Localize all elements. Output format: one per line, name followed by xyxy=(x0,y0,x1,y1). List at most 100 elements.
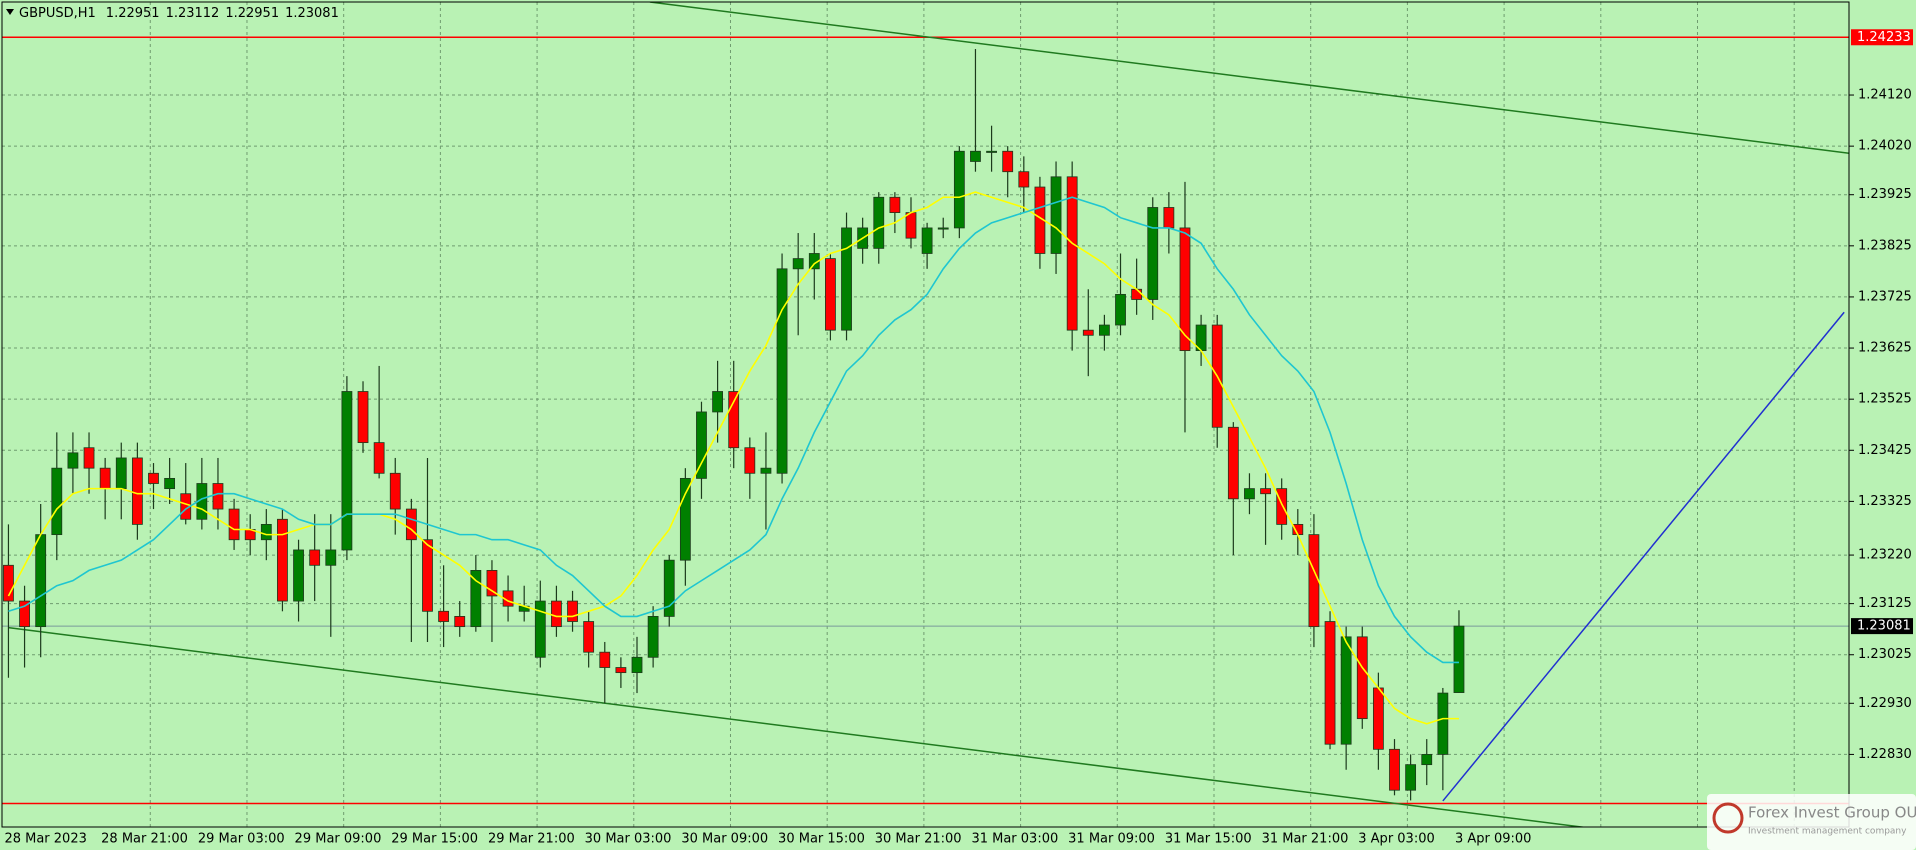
x-tick-label: 31 Mar 09:00 xyxy=(1068,832,1155,847)
indicator-line xyxy=(8,196,1459,664)
logo-tagline: Investment management company xyxy=(1748,827,1907,837)
y-tick-label: 1.23725 xyxy=(1858,289,1912,304)
candle-body xyxy=(277,518,288,602)
candle-body xyxy=(164,477,176,490)
candle-body xyxy=(712,391,723,413)
candle-body xyxy=(1098,324,1110,336)
candle-body xyxy=(293,549,304,602)
candle-body xyxy=(454,616,466,628)
trend-line xyxy=(8,626,1588,827)
candle-body xyxy=(51,467,63,536)
logo-icon xyxy=(1712,802,1744,834)
x-tick-label: 29 Mar 15:00 xyxy=(391,832,478,847)
candle-body xyxy=(615,667,627,674)
candle-body xyxy=(212,483,224,510)
candle-body xyxy=(760,467,772,474)
candle-body xyxy=(1421,754,1433,766)
low-value: 1.22951 xyxy=(225,6,279,21)
candle-body xyxy=(1115,293,1126,326)
candle-body xyxy=(937,227,949,230)
candle-body xyxy=(696,411,707,479)
x-tick-label: 29 Mar 09:00 xyxy=(295,832,382,847)
y-tick-label: 1.23925 xyxy=(1858,187,1912,202)
candle-body xyxy=(1163,207,1175,229)
candle-body xyxy=(1356,636,1368,720)
candle-body xyxy=(825,258,836,331)
candle-body xyxy=(905,212,917,239)
logo-box xyxy=(1707,794,1916,850)
candle-body xyxy=(889,196,901,213)
candle-body xyxy=(1227,426,1239,500)
y-tick-label: 1.23325 xyxy=(1858,494,1912,509)
candle-body xyxy=(1066,176,1078,331)
candle-body xyxy=(1147,207,1159,300)
candle-body xyxy=(99,467,111,490)
candle-body xyxy=(599,651,611,668)
y-tick-label: 1.23525 xyxy=(1858,392,1912,407)
candle-body xyxy=(744,447,756,474)
candle-body xyxy=(679,477,691,561)
candle-body xyxy=(1179,227,1191,352)
candle-body xyxy=(1405,764,1417,791)
candle-body xyxy=(83,447,95,469)
candle-body xyxy=(309,549,321,566)
y-tick-label: 1.24120 xyxy=(1858,88,1912,103)
open-value: 1.22951 xyxy=(106,6,160,21)
x-tick-label: 31 Mar 21:00 xyxy=(1262,832,1349,847)
candle-body xyxy=(1244,488,1255,500)
y-tick-label: 1.23625 xyxy=(1858,341,1912,356)
candle-body xyxy=(921,227,933,254)
candle-body xyxy=(1276,488,1288,525)
axes: 1.24120 1.24020 1.23925 1.23825 1.23725 1.236… xyxy=(4,29,1913,847)
candle-body xyxy=(1340,636,1352,745)
x-tick-label: 30 Mar 21:00 xyxy=(875,832,962,847)
candle-body xyxy=(986,150,997,153)
candle-body xyxy=(663,559,675,617)
candle-body xyxy=(3,564,14,602)
candle-body xyxy=(1260,488,1271,495)
logo-name: Forex Invest Group OU xyxy=(1748,804,1916,822)
x-tick-label: 3 Apr 03:00 xyxy=(1358,832,1435,847)
x-tick-label: 30 Mar 15:00 xyxy=(778,832,865,847)
candle-body xyxy=(1324,621,1336,745)
menu-icon xyxy=(6,9,14,15)
close-value: 1.23081 xyxy=(285,6,339,21)
y-tick-label: 1.23220 xyxy=(1858,548,1912,563)
x-tick-label: 3 Apr 09:00 xyxy=(1455,832,1532,847)
candle-body xyxy=(19,600,30,628)
y-tick-label: 1.22930 xyxy=(1858,696,1912,711)
high-value: 1.23112 xyxy=(166,6,220,21)
y-tick-label: 1.23825 xyxy=(1858,238,1912,253)
candle-body xyxy=(67,452,79,469)
candle-body xyxy=(422,539,433,612)
candle-body xyxy=(970,150,981,162)
candle-body xyxy=(1018,171,1030,188)
y-tick-label: 1.23125 xyxy=(1858,596,1912,611)
logo: Forex Invest Group OU Investment managem… xyxy=(1707,794,1916,850)
candle-body xyxy=(631,656,643,674)
candle-body xyxy=(341,391,353,551)
x-tick-label: 30 Mar 03:00 xyxy=(585,832,672,847)
candle-body xyxy=(776,268,788,474)
candle-body xyxy=(405,508,417,541)
price-tag-label: 1.23081 xyxy=(1857,619,1911,634)
candle-body xyxy=(357,391,369,444)
y-tick-label: 1.22830 xyxy=(1858,747,1912,762)
candle-body xyxy=(1082,329,1094,336)
candle-body xyxy=(953,150,965,229)
candle-body xyxy=(534,600,546,658)
x-tick-label: 30 Mar 09:00 xyxy=(681,832,768,847)
x-tick-label: 28 Mar 21:00 xyxy=(101,832,188,847)
price-tag xyxy=(1851,29,1913,46)
candle-body xyxy=(841,227,852,331)
trend-line xyxy=(1442,311,1845,802)
candle-body xyxy=(438,610,450,622)
trend-line xyxy=(649,2,1849,154)
y-tick-label: 1.23425 xyxy=(1858,443,1912,458)
candle-body xyxy=(1389,748,1400,791)
y-tick-label: 1.23025 xyxy=(1858,647,1912,662)
candle-body xyxy=(148,472,159,484)
symbol: GBPUSD,H1 xyxy=(19,6,96,21)
candle-body xyxy=(1002,150,1014,173)
